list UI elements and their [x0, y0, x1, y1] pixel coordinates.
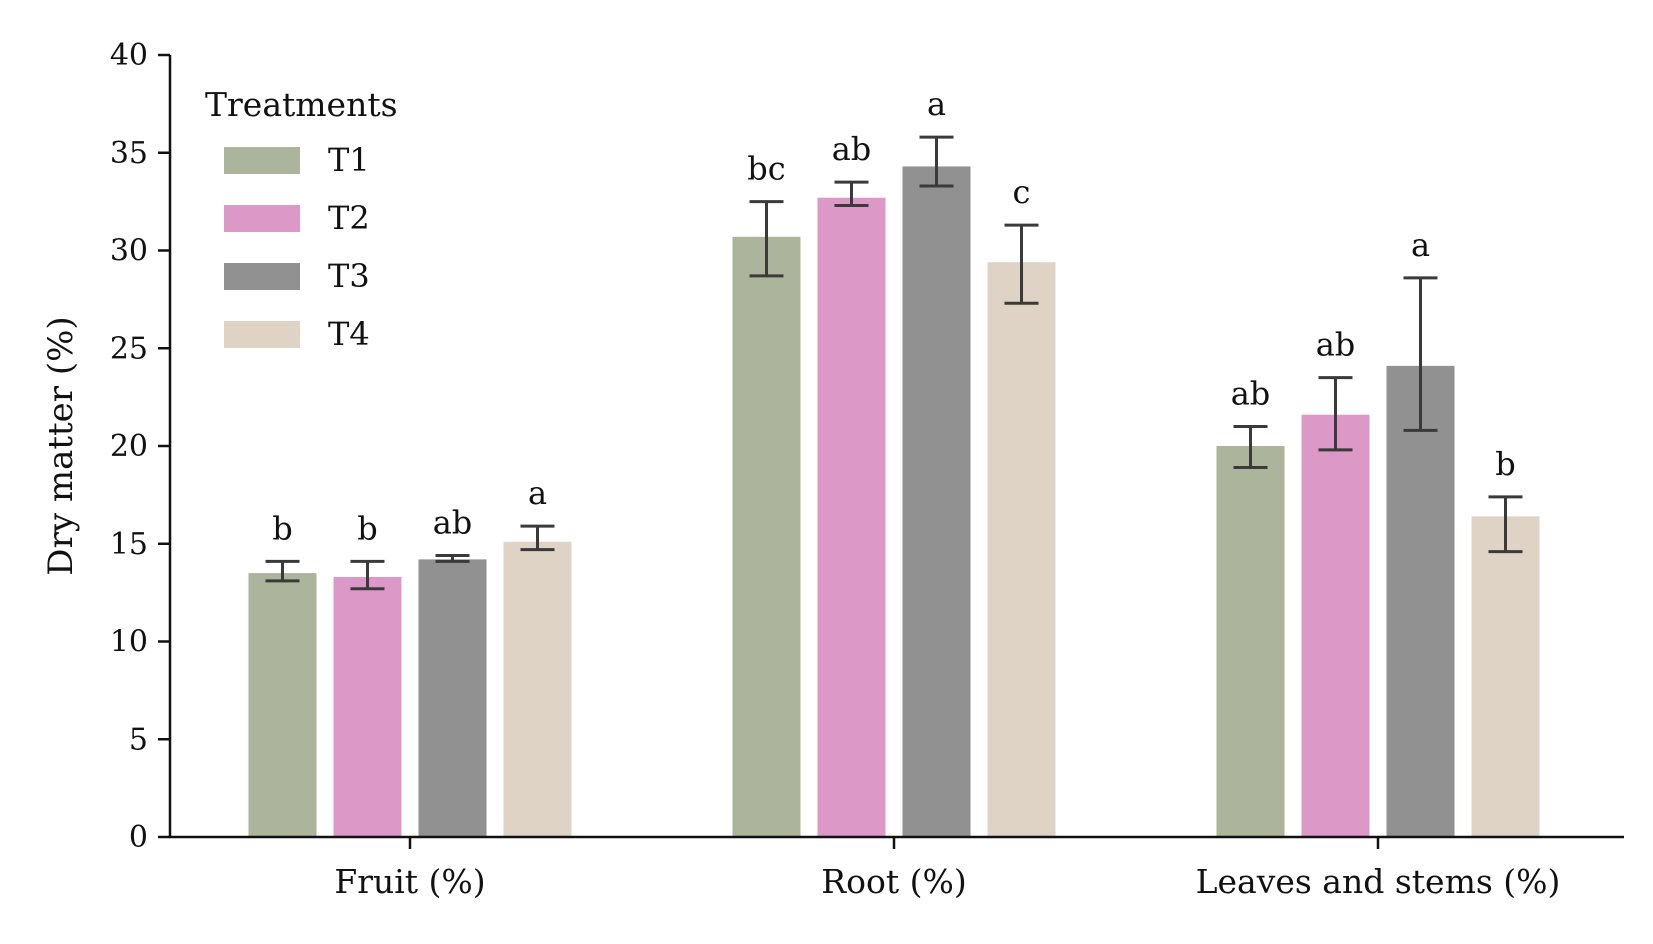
significance-label-t3-0: ab [433, 503, 473, 541]
y-tick-label-25: 25 [110, 331, 148, 366]
significance-label-t2-0: b [357, 509, 377, 547]
y-tick-label-20: 20 [110, 429, 148, 464]
significance-label-t4-1: c [1013, 173, 1031, 211]
axes-layer: 0 5 10 15 20 25 30 35 40 Fruit (%) Root (%) Leaves … [110, 38, 1624, 901]
bar-t3-1 [902, 166, 971, 837]
x-tick-label-0: Fruit (%) [334, 862, 485, 901]
legend-swatch-t4 [224, 321, 300, 348]
significance-label-t4-2: b [1495, 445, 1515, 483]
bar-t4-1 [987, 262, 1056, 838]
bar-t4-0 [503, 541, 572, 837]
y-tick-label-5: 5 [129, 722, 148, 757]
bar-t2-2 [1301, 414, 1370, 837]
legend-swatch-t2 [224, 205, 300, 232]
legend: Treatments T1 T2 T3 T4 [205, 85, 398, 353]
significance-label-t4-0: a [528, 474, 547, 512]
significance-label-t2-1: ab [832, 130, 872, 168]
y-tick-label-30: 30 [110, 234, 148, 269]
bar-t1-1 [732, 236, 801, 837]
y-tick-label-35: 35 [110, 136, 148, 171]
legend-label-t3: T3 [328, 257, 370, 295]
significance-label-t2-2: ab [1316, 326, 1356, 364]
x-tick-label-1: Root (%) [821, 862, 966, 901]
bar-t2-1 [817, 197, 886, 838]
y-tick-label-40: 40 [110, 38, 148, 73]
significance-label-t1-1: bc [747, 150, 785, 188]
x-tick-label-2: Leaves and stems (%) [1196, 862, 1561, 901]
bars-layer [248, 166, 1540, 838]
legend-label-t4: T4 [328, 315, 370, 353]
legend-title: Treatments [205, 85, 398, 124]
bar-t1-0 [248, 573, 317, 837]
bar-t2-0 [333, 576, 402, 837]
significance-labels-layer: b bc ab b ab ab ab a a a c b [272, 85, 1515, 547]
significance-label-t1-0: b [272, 509, 292, 547]
significance-label-t1-2: ab [1231, 374, 1271, 412]
bar-t1-2 [1216, 446, 1285, 837]
bar-t3-2 [1386, 365, 1455, 837]
legend-swatch-t3 [224, 263, 300, 290]
legend-label-t2: T2 [328, 199, 370, 237]
legend-label-t1: T1 [328, 141, 370, 179]
y-tick-label-10: 10 [110, 625, 148, 660]
error-bars-layer [265, 135, 1523, 591]
y-tick-label-15: 15 [110, 527, 148, 562]
significance-label-t3-1: a [927, 85, 946, 123]
significance-label-t3-2: a [1411, 226, 1430, 264]
y-tick-label-0: 0 [129, 820, 148, 855]
y-axis-label: Dry matter (%) [41, 316, 81, 575]
bar-t3-0 [418, 559, 487, 837]
legend-swatch-t1 [224, 147, 300, 174]
bar-t4-2 [1471, 516, 1540, 837]
